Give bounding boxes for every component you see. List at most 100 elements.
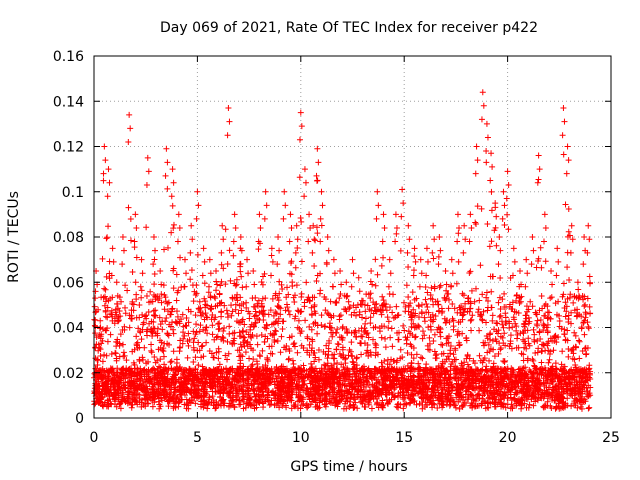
data-point [193,321,200,328]
data-point [148,349,155,356]
data-point [498,318,505,325]
data-point [587,310,594,317]
data-point [318,312,325,319]
data-point [472,366,479,373]
data-point [422,296,429,303]
data-point [455,258,462,265]
data-point [397,346,404,353]
data-point [118,298,125,305]
data-point [185,330,192,337]
data-point [459,290,466,297]
data-point [468,287,475,294]
data-point [488,188,495,195]
data-point [264,382,271,389]
data-point [104,234,111,241]
data-point [306,352,313,359]
data-point [478,205,485,212]
data-point [317,238,324,245]
data-point [582,309,589,316]
data-point [353,354,360,361]
data-points [91,89,594,412]
data-point [111,371,118,378]
data-point [421,318,428,325]
data-point [350,401,357,408]
data-point [537,317,544,324]
data-point [270,312,277,319]
data-point [386,304,393,311]
data-point [275,303,282,310]
data-point [398,368,405,375]
data-point [196,298,203,305]
data-point [259,281,266,288]
data-point [475,306,482,313]
data-point [476,352,483,359]
data-point [336,350,343,357]
data-point [181,366,188,373]
data-point [93,334,100,341]
data-point [550,387,557,394]
data-point [238,273,245,280]
data-point [231,335,238,342]
data-point [376,328,383,335]
data-point [144,395,151,402]
data-point [361,403,368,410]
data-point [160,348,167,355]
data-point [483,294,490,301]
data-point [148,341,155,348]
data-point [339,344,346,351]
data-point [99,337,106,344]
data-point [125,204,132,211]
data-point [139,356,146,363]
data-point [173,271,180,278]
data-point [187,308,194,315]
data-point [168,382,175,389]
data-point [161,306,168,313]
data-point [271,378,278,385]
data-point [487,382,494,389]
data-point [402,382,409,389]
data-point [358,386,365,393]
data-point [171,392,178,399]
data-point [464,308,471,315]
data-point [298,218,305,225]
data-point [226,323,233,330]
data-point [488,390,495,397]
data-point [165,379,172,386]
data-point [105,223,112,230]
data-point [239,328,246,335]
data-point [494,390,501,397]
data-point [542,366,549,373]
data-point [165,403,172,410]
data-point [335,375,342,382]
data-point [224,338,231,345]
data-point [264,396,271,403]
data-point [471,298,478,305]
data-point [528,381,535,388]
data-point [148,386,155,393]
data-point [416,400,423,407]
data-point [240,327,247,334]
data-point [370,383,377,390]
data-point [236,385,243,392]
data-point [434,394,441,401]
data-point [263,322,270,329]
data-point [198,343,205,350]
data-point [259,295,266,302]
data-point [305,370,312,377]
data-point [422,283,429,290]
data-point [436,329,443,336]
data-point [291,403,298,410]
data-point [198,354,205,361]
data-point [479,392,486,399]
data-point [582,314,589,321]
data-point [245,390,252,397]
data-point [154,365,161,372]
data-point [284,284,291,291]
data-point [168,358,175,365]
data-point [214,333,221,340]
data-point [199,363,206,370]
data-point [133,333,140,340]
data-point [497,346,504,353]
data-point [501,391,508,398]
data-point [119,366,126,373]
